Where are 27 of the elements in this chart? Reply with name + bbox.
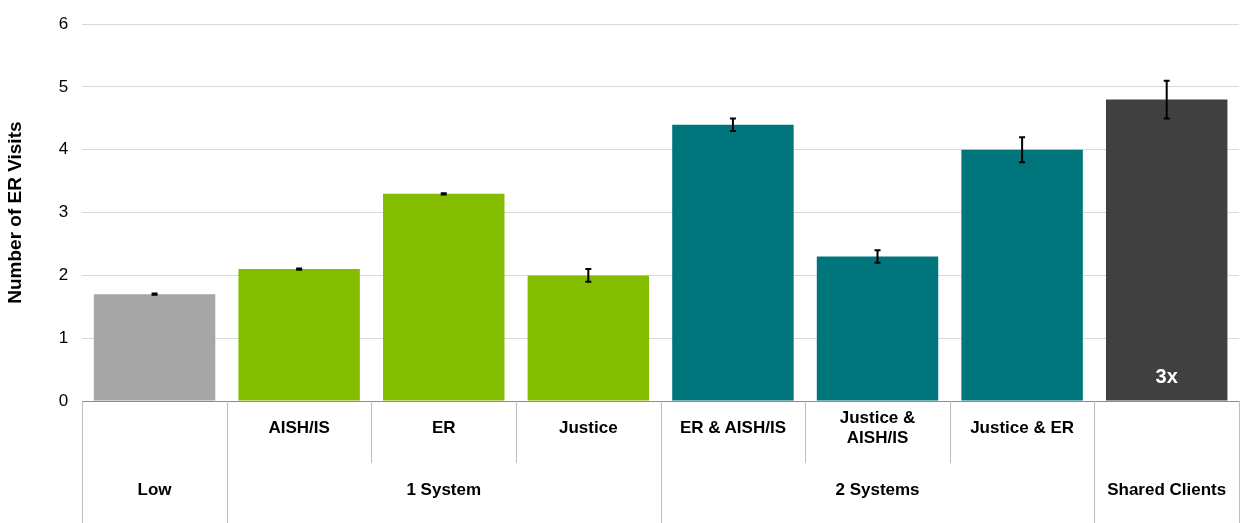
x-tick-label: ER	[431, 417, 456, 437]
y-axis-title: Number of ER Visits	[3, 121, 25, 304]
x-tick-label: AISH/IS	[268, 417, 330, 437]
bar	[672, 124, 794, 401]
x-tick-label: ER & AISH/IS	[679, 417, 786, 437]
y-tick-label: 0	[58, 390, 69, 410]
bar	[961, 149, 1083, 401]
bar	[93, 294, 216, 401]
annotation: 3x	[1155, 364, 1178, 387]
text: Shared Clients	[1107, 479, 1227, 499]
bar	[816, 256, 939, 401]
y-tick-label: 5	[58, 76, 69, 96]
y-tick-label: 1	[58, 327, 69, 347]
x-tick-label: Justice & ER	[970, 417, 1075, 437]
bar	[527, 275, 650, 401]
x-tick-label: Justice	[559, 417, 618, 437]
y-tick-label: 4	[58, 139, 69, 159]
x-tick-label: Justice & AISH/IS	[839, 407, 916, 447]
y-tick-label: 6	[58, 13, 69, 33]
text: 1 System	[406, 479, 482, 499]
bar	[1105, 99, 1228, 401]
y-tick-label: 2	[58, 265, 69, 285]
text: Low	[137, 479, 173, 499]
text: 2 Systems	[835, 479, 920, 499]
bar	[383, 193, 505, 401]
y-tick-label: 3	[58, 202, 69, 222]
bar	[238, 269, 360, 401]
